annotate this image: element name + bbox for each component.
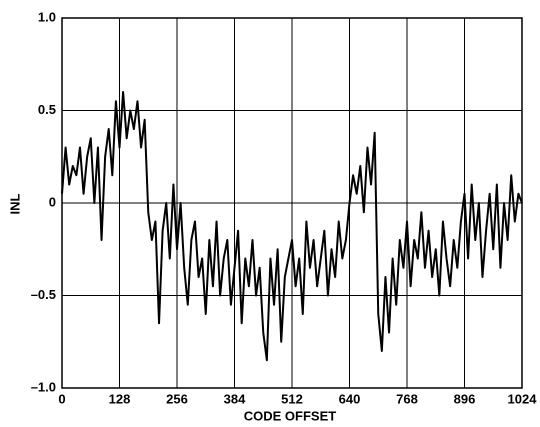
x-tick-label: 1024 (508, 391, 538, 406)
data-line (61, 91, 523, 362)
x-tick-label: 256 (166, 391, 188, 406)
y-tick-label: –1.0 (31, 379, 56, 394)
x-tick-label: 128 (109, 391, 131, 406)
x-tick-label: 768 (396, 391, 418, 406)
y-tick-label: –0.5 (31, 287, 56, 302)
y-axis-label: INL (7, 193, 22, 214)
x-axis-label: CODE OFFSET (244, 408, 337, 423)
x-tick-label: 640 (339, 391, 361, 406)
x-tick-label: 896 (454, 391, 476, 406)
x-tick-label: 512 (281, 391, 303, 406)
y-tick-label: 0.5 (38, 102, 56, 117)
x-tick-label: 384 (224, 391, 246, 406)
y-tick-label: 1.0 (38, 9, 56, 24)
y-tick-label: 0 (49, 194, 56, 209)
x-tick-label: 0 (58, 391, 65, 406)
